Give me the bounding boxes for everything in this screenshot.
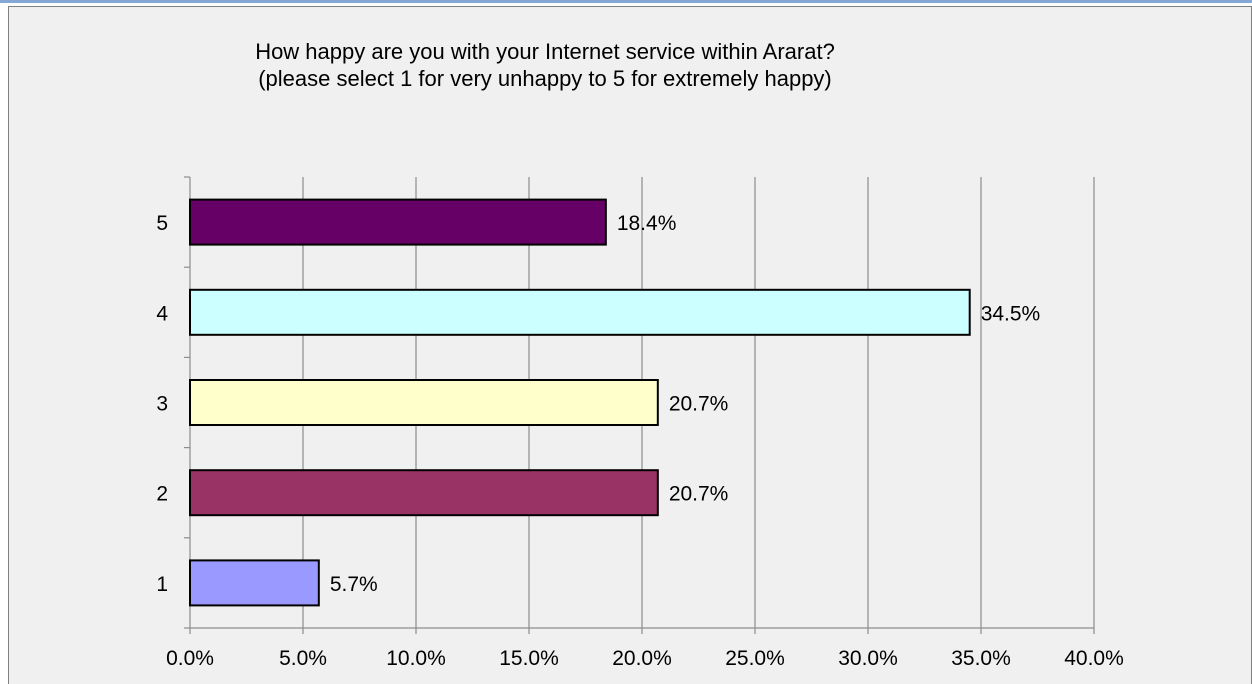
x-tick-label: 10.0%	[386, 647, 446, 670]
category-label: 3	[156, 393, 168, 416]
x-tick-label: 20.0%	[612, 647, 672, 670]
data-label: 5.7%	[330, 573, 378, 596]
x-tick-label: 35.0%	[951, 647, 1011, 670]
category-label: 2	[156, 483, 168, 506]
x-tick-label: 25.0%	[725, 647, 785, 670]
category-label: 4	[156, 302, 168, 325]
x-tick-label: 40.0%	[1064, 647, 1124, 670]
bar-2	[189, 469, 659, 517]
data-label: 18.4%	[617, 212, 677, 235]
bar-5	[189, 198, 607, 246]
bar-1	[189, 559, 320, 607]
bar-3	[189, 379, 659, 426]
data-label: 20.7%	[669, 393, 729, 416]
top-accent-strip	[0, 0, 1252, 3]
x-tick-label: 0.0%	[166, 647, 214, 670]
chart-title: How happy are you with your Internet ser…	[255, 39, 835, 91]
data-label: 20.7%	[669, 483, 729, 506]
bar-4	[189, 288, 971, 336]
category-label: 1	[156, 573, 168, 596]
x-tick-label: 15.0%	[499, 647, 559, 670]
x-tick-label: 30.0%	[838, 647, 898, 670]
x-tick-label: 5.0%	[279, 647, 327, 670]
category-label: 5	[156, 212, 168, 235]
data-label: 34.5%	[981, 302, 1041, 325]
